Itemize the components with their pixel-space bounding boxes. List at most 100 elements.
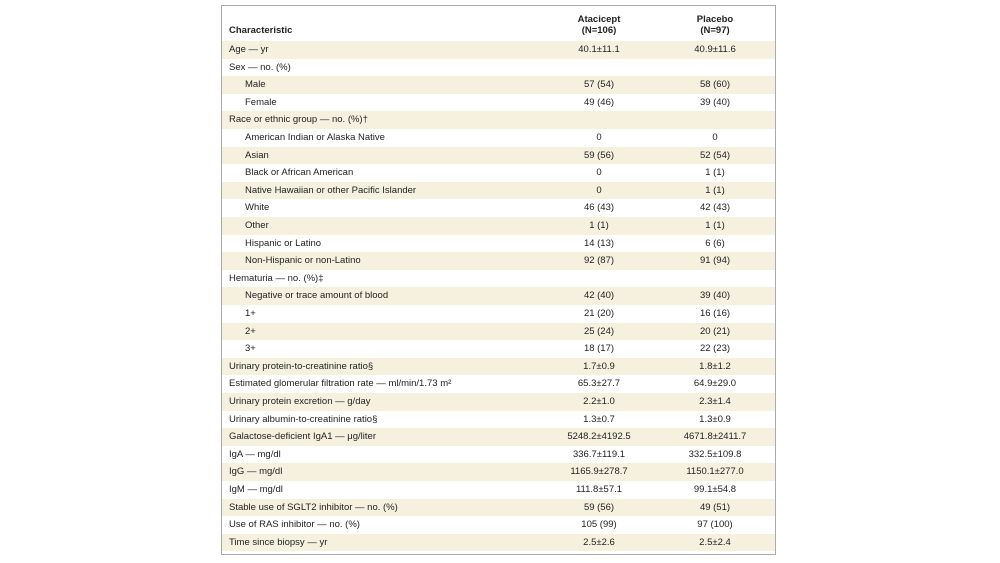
- cell-value: 42 (43): [699, 202, 731, 214]
- cell-value: 52 (54): [699, 149, 731, 161]
- table-header: Characteristic Atacicept (N=106) Placebo(…: [222, 6, 775, 41]
- table-row: Sex — no. (%): [222, 59, 775, 77]
- row-label: 1+: [245, 308, 256, 319]
- cell-value: 39 (40): [699, 96, 731, 108]
- column-n: (N=106): [581, 25, 617, 36]
- cell-value: 1.7±0.9: [583, 360, 615, 372]
- table-row: Male 57 (54) 58 (60): [222, 76, 775, 94]
- row-label: Sex — no. (%): [229, 61, 291, 73]
- cell-value: 39 (40): [699, 290, 731, 302]
- row-label: Race or ethnic group — no. (%)†: [229, 114, 368, 126]
- cell-value: 57 (54): [583, 79, 615, 91]
- cell-value: 1 (1): [705, 167, 725, 179]
- cell-value: 1 (1): [589, 220, 609, 231]
- cell-value: 16 (16): [699, 308, 731, 319]
- table-row: Urinary albumin-to-creatinine ratio§ 1.3±…: [222, 411, 775, 429]
- table-row: IgA — mg/dl 336.7±119.1 332.5±109.8: [222, 446, 775, 464]
- table-row: Time since biopsy — yr 2.5±2.6 2.5±2.4: [222, 533, 775, 552]
- cell-value: 111.8±57.1: [575, 484, 623, 495]
- table-row: Other 1 (1) 1 (1): [222, 217, 775, 235]
- cell-value: 0: [596, 167, 602, 179]
- table-row: Hispanic or Latino 14 (13) 6 (6): [222, 235, 775, 253]
- table-row: Female 49 (46) 39 (40): [222, 94, 775, 112]
- row-label: Estimated glomerular filtration rate — m…: [229, 378, 452, 390]
- table-row: Asian 59 (56) 52 (54): [222, 146, 775, 165]
- table-row: Non-Hispanic or non-Latino 92 (87) 91 (94): [222, 252, 775, 270]
- row-label: Use of RAS inhibitor — no. (%): [229, 519, 360, 531]
- cell-value: 49 (51): [699, 501, 731, 513]
- table-row: Age — yr 40.1±11.1 40.9±11.6: [222, 41, 775, 59]
- row-label: Urinary protein-to-creatinine ratio§: [229, 360, 374, 372]
- cell-value: 40.1±11.1: [578, 44, 620, 55]
- header-cell: Atacicept (N=106): [544, 14, 654, 36]
- cell-value: 0: [596, 132, 602, 143]
- cell-value: 97 (100): [697, 519, 733, 531]
- cell-value: 5248.2±4192.5: [567, 431, 631, 443]
- cell-value: 59 (56): [583, 149, 615, 161]
- cell-value: 49 (46): [583, 96, 615, 108]
- cell-value: 2.5±2.6: [583, 536, 615, 548]
- table-row: Stable use of SGLT2 inhibitor — no. (%) 5…: [222, 498, 775, 517]
- table-row: Hematuria — no. (%)‡: [222, 270, 775, 288]
- row-label: Female: [245, 96, 277, 108]
- cell-value: 336.7±119.1: [572, 448, 626, 460]
- cell-value: 1.3±0.9: [699, 413, 731, 425]
- row-label: Stable use of SGLT2 inhibitor — no. (%): [229, 501, 398, 513]
- column-n: (N=97): [700, 25, 730, 36]
- row-label: Native Hawaiian or other Pacific Islande…: [245, 184, 417, 196]
- cell-value: 1.8±1.2: [699, 360, 731, 372]
- row-label: Hematuria — no. (%)‡: [229, 272, 324, 284]
- cell-value: 6 (6): [705, 237, 725, 249]
- cell-value: 59 (56): [583, 501, 615, 513]
- table-row: Race or ethnic group — no. (%)†: [222, 111, 775, 129]
- column-name: Atacicept: [577, 14, 621, 25]
- row-label: Galactose-deficient IgA1 — μg/liter: [229, 431, 376, 443]
- cell-value: 65.3±27.7: [577, 378, 621, 390]
- cell-value: 2.3±1.4: [699, 396, 731, 407]
- cell-value: 332.5±109.8: [688, 448, 742, 460]
- row-label: Hispanic or Latino: [245, 237, 322, 249]
- cell-value: 21 (20): [583, 308, 615, 319]
- table-row: Urinary protein-to-creatinine ratio§ 1.7±…: [222, 357, 775, 376]
- row-label: Urinary protein excretion — g/day: [229, 396, 371, 407]
- cell-value: 1165.9±278.7: [570, 466, 628, 478]
- table-row: American Indian or Alaska Native 0 0: [222, 129, 775, 147]
- row-label: Asian: [245, 149, 269, 161]
- cell-value: 99.1±54.8: [693, 484, 737, 495]
- cell-value: 1 (1): [705, 184, 725, 196]
- cell-value: 20 (21): [699, 325, 731, 337]
- header-cell: Placebo (N=97): [660, 14, 770, 36]
- cell-value: 91 (94): [699, 255, 731, 267]
- cell-value: 1.3±0.7: [583, 413, 615, 425]
- row-label: IgG — mg/dl: [229, 466, 283, 478]
- table-row: Black or African American 0 1 (1): [222, 164, 775, 182]
- table-row: Galactose-deficient IgA1 — μg/liter 5248.…: [222, 428, 775, 446]
- row-label: American Indian or Alaska Native: [245, 132, 385, 143]
- cell-value: 22 (23): [699, 343, 731, 355]
- row-label: 3+: [245, 343, 256, 355]
- cell-value: 14 (13): [583, 237, 615, 249]
- row-label: Other: [245, 220, 269, 231]
- cell-value: 92 (87): [583, 255, 615, 267]
- row-label: IgM — mg/dl: [229, 484, 283, 495]
- row-label: 2+: [245, 325, 256, 337]
- header-cell: Characteristic: [229, 25, 293, 36]
- row-label: Time since biopsy — yr: [229, 536, 328, 548]
- cell-value: 42 (40): [583, 290, 615, 302]
- cell-value: 0: [712, 132, 718, 143]
- table-row: Urinary protein excretion — g/day 2.2±1.0…: [222, 393, 775, 411]
- table: Characteristic Atacicept (N=106) Placebo(…: [221, 5, 776, 555]
- row-label: Non-Hispanic or non-Latino: [245, 255, 361, 267]
- cell-value: 40.9±11.6: [694, 44, 736, 55]
- row-label: Urinary albumin-to-creatinine ratio§: [229, 413, 378, 425]
- cell-value: 1 (1): [705, 220, 725, 231]
- row-label: Negative or trace amount of blood: [245, 290, 389, 302]
- cell-value: 2.5±2.4: [699, 536, 731, 548]
- cell-value: 46 (43): [583, 202, 615, 214]
- cell-value: 4671.8±2411.7: [683, 431, 747, 443]
- cell-value: 1150.1±277.0: [686, 466, 744, 478]
- table-row: Estimated glomerular filtration rate — m…: [222, 375, 775, 393]
- cell-value: 25 (24): [583, 325, 615, 337]
- cell-value: 0: [596, 184, 602, 196]
